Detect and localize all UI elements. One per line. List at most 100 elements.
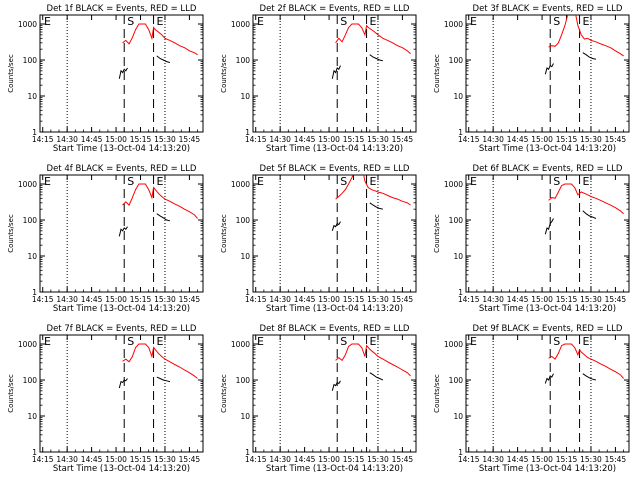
detector-panel-9: Det 9f BLACK = Events, RED = LLD 1 10 100 10… — [433, 324, 630, 474]
events-series-line — [544, 373, 554, 384]
x-tick-label: 15:30 — [154, 455, 176, 464]
time-marker-label: S — [340, 15, 347, 28]
x-tick-label: 14:30 — [269, 455, 291, 464]
series-group — [331, 23, 411, 79]
time-marker-label: S — [553, 335, 560, 348]
y-tick-label: 10 — [27, 92, 37, 101]
events-series-line — [369, 372, 384, 381]
y-axis-label: Counts/sec — [433, 214, 441, 253]
detector-panel-1: Det 1f BLACK = Events, RED = LLD 1 10 100 10… — [7, 4, 204, 154]
y-tick-label: 10 — [240, 252, 250, 261]
plot-frame — [39, 14, 204, 133]
plot-frame — [465, 334, 630, 453]
time-marker-label: E — [157, 175, 164, 188]
detector-panel-6: Det 6f BLACK = Events, RED = LLD 1 10 100 10… — [433, 164, 630, 314]
y-tick-label: 1000 — [444, 340, 463, 349]
y-tick-label: 1 — [245, 128, 250, 137]
x-tick-label: 14:30 — [56, 455, 78, 464]
y-tick-label: 10 — [27, 252, 37, 261]
x-tick-label: 14:45 — [507, 135, 529, 144]
y-axis-label: Counts/sec — [220, 54, 228, 93]
y-tick-label: 1000 — [231, 20, 250, 29]
x-tick-label: 15:00 — [531, 135, 553, 144]
x-tick-label: 14:30 — [269, 295, 291, 304]
lld-series-line — [548, 343, 624, 379]
time-marker-label: E — [44, 15, 51, 28]
time-marker-label: S — [127, 335, 134, 348]
time-marker-label: S — [553, 175, 560, 188]
y-tick-label: 10 — [240, 412, 250, 421]
lld-series-line — [335, 23, 411, 55]
x-tick-label: 14:45 — [81, 455, 103, 464]
y-tick-label: 1 — [32, 448, 37, 457]
x-tick-label: 15:45 — [179, 455, 201, 464]
events-series-line — [544, 63, 554, 75]
plot-frame — [252, 14, 417, 133]
x-tick-label: 15:30 — [367, 455, 389, 464]
x-tick-label: 15:00 — [531, 455, 553, 464]
chart-title: Det 9f BLACK = Events, RED = LLD — [473, 324, 623, 334]
plot-frame — [465, 174, 630, 293]
chart-title: Det 3f BLACK = Events, RED = LLD — [473, 4, 623, 14]
x-tick-label: 15:30 — [580, 135, 602, 144]
time-marker-label: E — [257, 15, 264, 28]
lld-series-line — [335, 175, 411, 206]
x-axis-label: Start Time (13-Oct-04 14:13:20) — [53, 304, 190, 314]
x-tick-label: 15:00 — [531, 295, 553, 304]
events-series-line — [582, 52, 597, 60]
x-tick-label: 15:30 — [367, 295, 389, 304]
x-tick-label: 15:15 — [130, 295, 152, 304]
time-marker-label: E — [257, 335, 264, 348]
time-marker-label: E — [470, 335, 477, 348]
x-tick-label: 15:00 — [105, 135, 127, 144]
detector-panel-8: Det 8f BLACK = Events, RED = LLD 1 10 100 10… — [220, 324, 417, 474]
y-tick-label: 100 — [23, 216, 38, 225]
x-tick-label: 15:15 — [343, 455, 365, 464]
x-tick-label: 14:15 — [32, 455, 54, 464]
series-group — [544, 343, 624, 384]
x-tick-label: 14:45 — [81, 135, 103, 144]
events-series-line — [156, 376, 171, 383]
y-tick-label: 1 — [458, 128, 463, 137]
y-tick-label: 1000 — [18, 20, 37, 29]
y-tick-label: 1 — [458, 288, 463, 297]
x-tick-label: 14:15 — [245, 135, 267, 144]
time-marker-label: E — [157, 335, 164, 348]
events-series-line — [582, 210, 597, 219]
y-tick-label: 1 — [245, 448, 250, 457]
x-tick-label: 14:15 — [458, 135, 480, 144]
x-tick-label: 15:30 — [154, 295, 176, 304]
x-axis-label: Start Time (13-Oct-04 14:13:20) — [479, 304, 616, 314]
y-tick-label: 10 — [453, 252, 463, 261]
x-tick-label: 14:30 — [482, 135, 504, 144]
y-axis-label: Counts/sec — [7, 54, 15, 93]
lld-series-line — [548, 15, 624, 57]
y-tick-label: 100 — [23, 56, 38, 65]
x-tick-label: 14:45 — [507, 295, 529, 304]
plot-frame — [39, 174, 204, 293]
lld-series-line — [122, 183, 198, 219]
y-tick-label: 100 — [236, 56, 251, 65]
x-tick-label: 15:45 — [605, 295, 627, 304]
x-tick-label: 15:00 — [318, 135, 340, 144]
time-marker-label: S — [340, 175, 347, 188]
x-axis-label: Start Time (13-Oct-04 14:13:20) — [53, 464, 190, 474]
events-series-line — [331, 221, 341, 231]
x-tick-label: 14:45 — [294, 295, 316, 304]
y-tick-label: 100 — [23, 376, 38, 385]
x-tick-label: 14:15 — [32, 135, 54, 144]
chart-title: Det 1f BLACK = Events, RED = LLD — [47, 4, 197, 14]
events-series-line — [582, 373, 597, 381]
chart-title: Det 6f BLACK = Events, RED = LLD — [473, 164, 623, 174]
events-series-line — [118, 226, 128, 237]
y-tick-label: 1 — [458, 448, 463, 457]
y-tick-label: 1 — [245, 288, 250, 297]
series-group — [331, 343, 411, 391]
x-tick-label: 14:15 — [245, 455, 267, 464]
x-tick-label: 14:45 — [294, 455, 316, 464]
time-marker-label: E — [583, 175, 590, 188]
time-marker-label: S — [127, 175, 134, 188]
time-marker-label: E — [370, 15, 377, 28]
series-group — [118, 343, 198, 389]
events-series-line — [156, 213, 171, 222]
